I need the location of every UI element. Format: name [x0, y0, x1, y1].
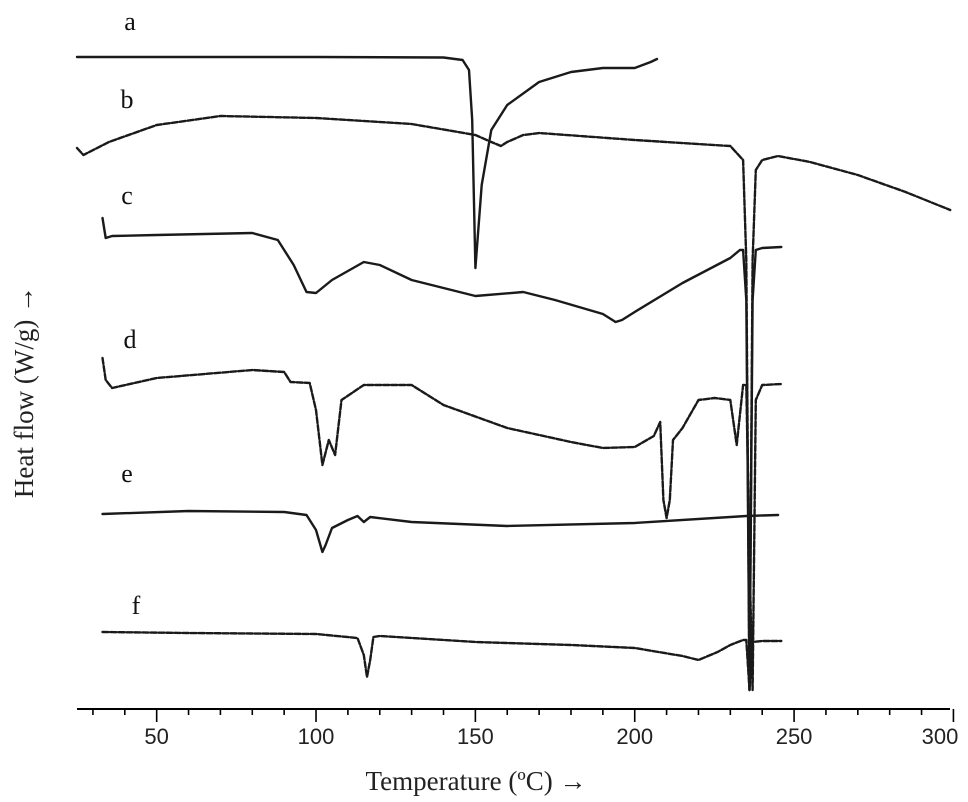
- x-tick-label: 250: [776, 724, 813, 749]
- x-tick-label: 50: [144, 724, 168, 749]
- curve-label-d: d: [124, 325, 137, 354]
- curve-label-f: f: [132, 591, 141, 620]
- x-axis-ticks: 50 100 150 200 250 300: [92, 709, 959, 749]
- x-tick-label: 200: [616, 724, 653, 749]
- dsc-curve-a: [75, 55, 659, 270]
- curve-label-e: e: [121, 459, 133, 488]
- dsc-curve-d: [101, 356, 783, 692]
- x-tick-label: 150: [457, 724, 494, 749]
- x-tick-label: 100: [298, 724, 335, 749]
- x-tick-label: 300: [922, 724, 959, 749]
- dsc-curve-e: [101, 509, 780, 554]
- curves-group: [75, 55, 952, 692]
- curve-label-a: a: [124, 7, 136, 36]
- y-axis-title: Heat flow (W/g) →: [9, 286, 39, 498]
- curve-label-c: c: [121, 181, 133, 210]
- dsc-curve-b: [75, 114, 952, 692]
- curve-labels-group: a b c d e f: [121, 7, 141, 620]
- x-axis-title: Temperature (ºC) →: [366, 766, 587, 796]
- curve-label-b: b: [121, 85, 134, 114]
- dsc-curve-c: [101, 216, 783, 692]
- dsc-curve-f: [101, 630, 783, 692]
